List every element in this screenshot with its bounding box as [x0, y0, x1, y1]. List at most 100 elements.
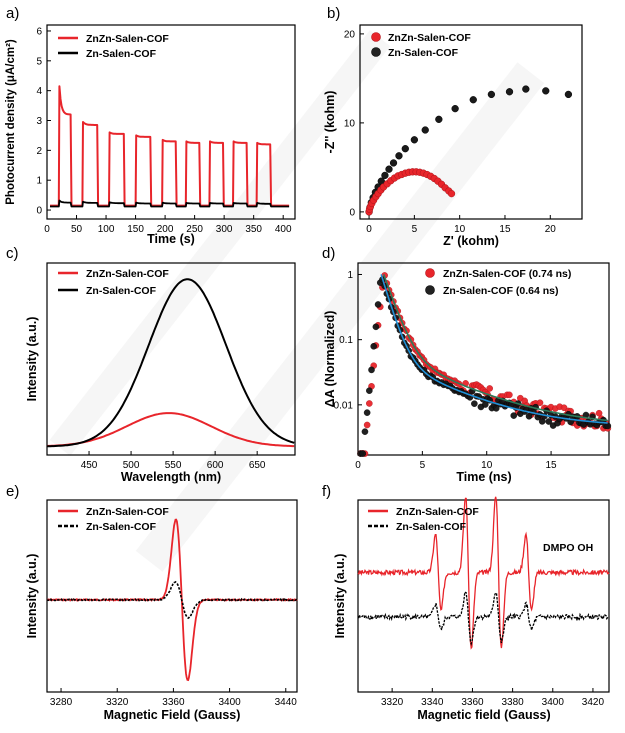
data-point — [410, 136, 419, 144]
legend-label: ZnZn-Salen-COF — [388, 32, 471, 44]
legend-marker — [425, 285, 435, 295]
x-axis-label: Magnetic field (Gauss) — [417, 708, 550, 722]
y-tick-label: 3 — [36, 116, 42, 127]
data-point — [471, 400, 478, 407]
y-axis-label: ΔA (Normalized) — [323, 311, 337, 408]
y-axis-label: -Z'' (kohm) — [323, 91, 337, 154]
data-point — [506, 391, 513, 399]
data-layer — [46, 518, 298, 682]
legend: ZnZn-Salen-COF Zn-Salen-COF — [58, 268, 169, 297]
legend-marker — [425, 268, 435, 278]
data-point — [385, 165, 393, 173]
data-point — [381, 171, 389, 180]
legend-label: ZnZn-Salen-COF — [86, 268, 169, 280]
panel-a: a) 0 50 100 150 200 250 300 350 400 0 1 2 3 4 5 6 Time … — [5, 5, 296, 246]
x-tick-label: 3360 — [162, 697, 185, 708]
x-tick-label: 0 — [366, 224, 372, 235]
data-point — [372, 323, 380, 331]
panel-f: f) 3320 3340 3360 3380 3400 3420 Magnetic fie… — [322, 483, 610, 722]
data-point — [542, 87, 550, 95]
data-point — [370, 342, 378, 350]
plot-area — [357, 499, 610, 693]
legend-label: Zn-Salen-COF (0.64 ns) — [443, 285, 559, 297]
y-tick-label: 0.01 — [334, 400, 354, 411]
series-line — [357, 591, 610, 646]
data-point — [522, 85, 530, 93]
legend-label: Zn-Salen-COF — [396, 521, 467, 533]
axes: 3280 3320 3360 3400 3440 — [50, 688, 297, 708]
legend-label: ZnZn-Salen-COF — [396, 506, 479, 518]
x-tick-label: 250 — [186, 224, 203, 235]
data-point — [363, 421, 371, 429]
x-tick-label: 50 — [71, 224, 83, 235]
y-tick-label: 10 — [344, 118, 356, 129]
data-point — [395, 152, 403, 160]
data-point — [447, 189, 456, 198]
axes: 0 50 100 150 200 250 300 350 400 0 1 2 3 4 5 6 — [36, 26, 292, 235]
data-layer — [357, 496, 610, 650]
data-point — [374, 301, 382, 308]
y-tick-label: 20 — [344, 29, 356, 40]
x-tick-label: 3320 — [381, 697, 404, 708]
series-line — [46, 580, 298, 620]
panel-c: c) 450 500 550 600 650 Wavelength (nm) Inten… — [6, 245, 296, 484]
data-point — [469, 96, 477, 104]
plot-area — [359, 24, 583, 220]
x-tick-label: 300 — [216, 224, 233, 235]
x-tick-label: 3420 — [582, 697, 605, 708]
x-tick-label: 15 — [546, 460, 558, 471]
data-layer — [365, 85, 573, 216]
legend: ZnZn-Salen-COF Zn-Salen-COF — [58, 33, 169, 60]
axes: 3320 3340 3360 3380 3400 3420 — [381, 688, 604, 708]
x-axis-label: Time (s) — [147, 232, 195, 246]
axes: 0 5 10 15 1 0.1 0.01 — [334, 270, 558, 471]
y-tick-label: 6 — [36, 26, 42, 37]
panel-label: a) — [6, 5, 19, 22]
x-tick-label: 650 — [249, 460, 266, 471]
series-line — [357, 496, 610, 650]
data-point — [401, 145, 409, 153]
data-point — [363, 409, 371, 416]
series-line — [50, 199, 290, 208]
x-tick-label: 5 — [420, 460, 426, 471]
data-point — [505, 88, 514, 96]
x-tick-label: 400 — [275, 224, 292, 235]
data-point — [492, 405, 500, 412]
data-layer — [50, 85, 290, 208]
legend-label: ZnZn-Salen-COF — [86, 33, 169, 45]
series-line — [50, 85, 290, 207]
y-axis-label: Intensity (a.u.) — [25, 317, 39, 402]
x-tick-label: 10 — [481, 460, 493, 471]
y-tick-label: 2 — [36, 146, 42, 157]
legend-marker — [371, 32, 381, 42]
x-tick-label: 5 — [412, 224, 418, 235]
legend-label: Zn-Salen-COF — [388, 47, 459, 59]
y-tick-label: 1 — [36, 176, 42, 187]
data-point — [482, 401, 489, 408]
x-axis-label: Wavelength (nm) — [121, 470, 221, 484]
legend-marker — [371, 47, 381, 57]
legend-label: ZnZn-Salen-COF (0.74 ns) — [443, 268, 571, 280]
data-point — [421, 126, 429, 134]
panel-label: f) — [322, 483, 331, 500]
y-axis-label: Photocurrent density (μA/cm²) — [5, 39, 17, 205]
series-line — [46, 278, 295, 448]
data-point — [536, 399, 544, 407]
x-tick-label: 600 — [207, 460, 224, 471]
y-axis-label: Intensity (a.u.) — [333, 554, 347, 639]
plot-area — [46, 499, 298, 693]
data-point — [604, 422, 612, 430]
data-point — [525, 412, 533, 420]
x-tick-label: 3280 — [50, 697, 73, 708]
x-tick-label: 200 — [157, 224, 174, 235]
y-tick-label: 0 — [36, 206, 42, 217]
y-tick-label: 1 — [347, 270, 353, 281]
plot-area — [46, 262, 296, 456]
x-tick-label: 15 — [499, 224, 511, 235]
x-tick-label: 450 — [81, 460, 98, 471]
data-point — [545, 418, 553, 425]
data-point — [389, 159, 398, 167]
legend: ZnZn-Salen-COF Zn-Salen-COF — [58, 506, 169, 533]
x-tick-label: 100 — [98, 224, 115, 235]
